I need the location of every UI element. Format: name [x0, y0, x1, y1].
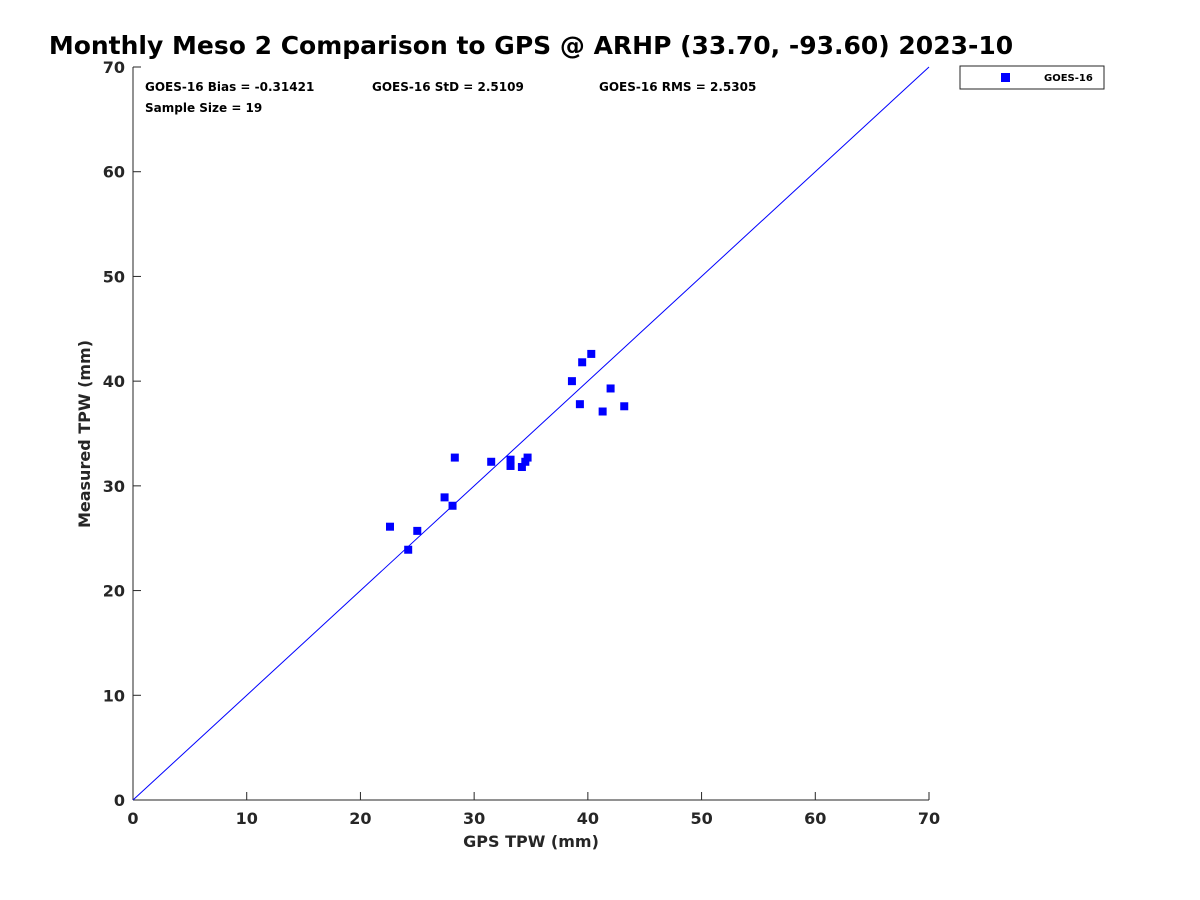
legend-label-goes16: GOES-16	[1044, 73, 1093, 84]
y-tick-label: 10	[103, 686, 125, 705]
y-tick-label: 0	[114, 791, 125, 810]
x-tick-label: 40	[577, 809, 599, 828]
y-tick-label: 50	[103, 267, 125, 286]
x-tick-label: 30	[463, 809, 485, 828]
legend-box	[959, 65, 1105, 90]
sample-size-stat: Sample Size = 19	[145, 101, 262, 115]
data-point	[567, 377, 576, 386]
legend-marker-goes16	[1001, 73, 1010, 82]
x-axis-label: GPS TPW (mm)	[463, 832, 599, 851]
x-axis-ticks: 0 10 20 30 40 50 60 70	[127, 792, 940, 828]
y-tick-label: 30	[103, 477, 125, 496]
data-point	[620, 402, 629, 411]
data-point	[404, 545, 413, 554]
legend: GOES-16	[959, 65, 1105, 90]
data-point	[487, 457, 496, 466]
x-tick-label: 10	[236, 809, 258, 828]
data-point	[523, 453, 532, 462]
data-point	[413, 526, 422, 535]
data-point	[606, 384, 615, 393]
data-point	[578, 358, 587, 367]
data-point	[506, 461, 515, 470]
y-tick-label: 40	[103, 372, 125, 391]
data-point	[448, 501, 457, 510]
data-point	[440, 493, 449, 502]
data-point	[598, 407, 607, 416]
bias-stat: GOES-16 Bias = -0.31421	[145, 80, 314, 94]
data-point	[587, 349, 596, 358]
y-tick-label: 70	[103, 58, 125, 77]
data-point	[506, 455, 515, 464]
rms-stat: GOES-16 RMS = 2.5305	[599, 80, 756, 94]
chart-title: Monthly Meso 2 Comparison to GPS @ ARHP …	[49, 31, 1013, 60]
data-point	[385, 522, 394, 531]
y-tick-label: 20	[103, 582, 125, 601]
data-point	[521, 457, 530, 466]
std-stat: GOES-16 StD = 2.5109	[372, 80, 524, 94]
y-axis-label: Measured TPW (mm)	[75, 340, 94, 528]
x-tick-label: 60	[804, 809, 826, 828]
data-point	[575, 400, 584, 409]
y-axis-ticks: 0 10 20 30 40 50 60 70	[103, 58, 141, 810]
data-point	[517, 463, 526, 472]
goes16-data-points	[385, 349, 629, 554]
x-tick-label: 20	[349, 809, 371, 828]
one-to-one-reference-line	[132, 66, 930, 801]
x-tick-label: 70	[918, 809, 940, 828]
y-tick-label: 60	[103, 163, 125, 182]
x-tick-label: 0	[127, 809, 138, 828]
data-point	[450, 453, 459, 462]
x-tick-label: 50	[690, 809, 712, 828]
